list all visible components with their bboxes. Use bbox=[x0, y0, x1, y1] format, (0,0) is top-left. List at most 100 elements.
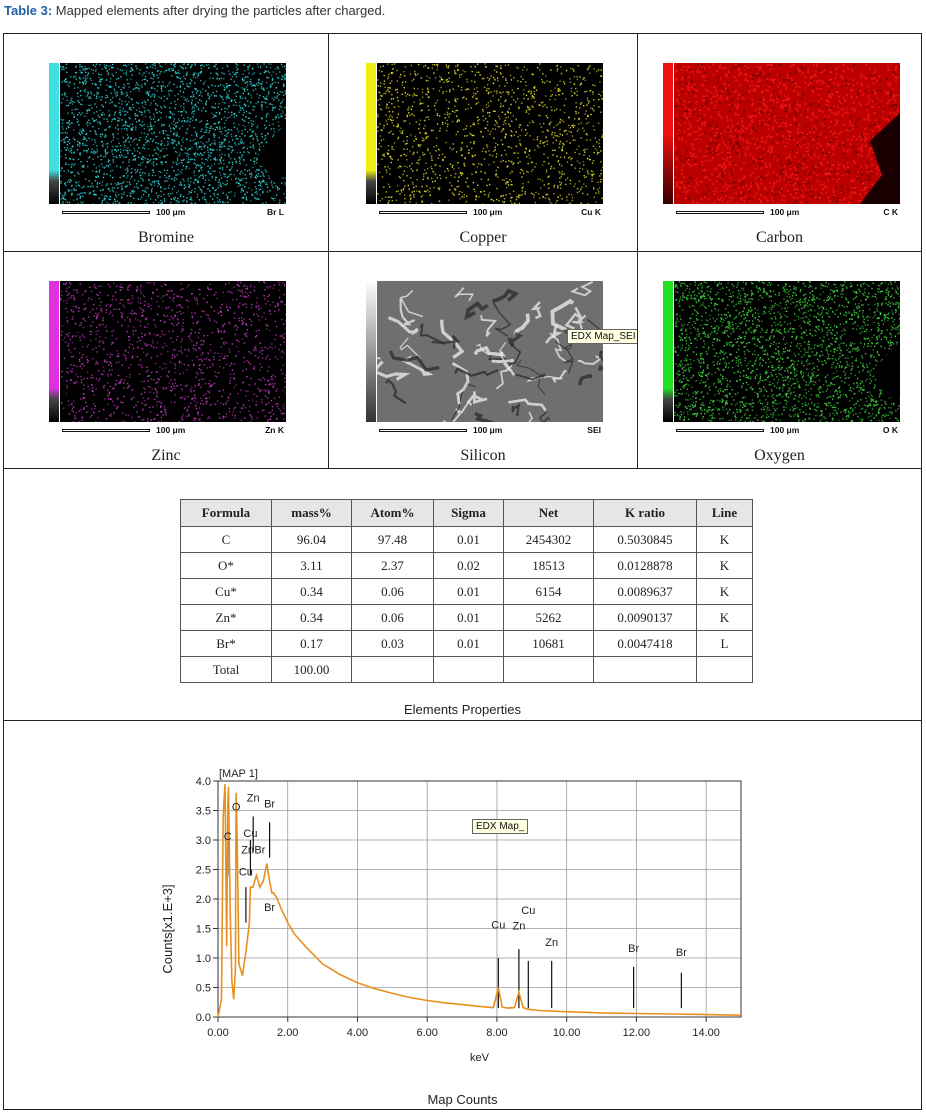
color-scale-bar bbox=[49, 281, 59, 422]
column-header: mass% bbox=[271, 499, 352, 527]
table-cell: Cu* bbox=[180, 578, 272, 605]
map-element-tag: C K bbox=[883, 207, 898, 217]
scale-bar-rule bbox=[379, 211, 467, 214]
map-counts-caption: Map Counts bbox=[427, 1092, 498, 1107]
column-header: Line bbox=[696, 499, 753, 527]
map-element-tag: O K bbox=[882, 425, 898, 435]
map-cell-oxygen: 100 μm O K Oxygen bbox=[637, 251, 922, 470]
table-cell: C bbox=[180, 526, 272, 553]
table-cell: 0.01 bbox=[433, 578, 504, 605]
map-cell-silicon: 100 μm SEI Silicon EDX Map_SEI bbox=[328, 251, 640, 470]
table-row: Cu* 0.34 0.06 0.01 6154 0.0089637 K bbox=[180, 578, 753, 605]
table-caption: Table 3: Mapped elements after drying th… bbox=[4, 3, 385, 18]
column-header: Formula bbox=[180, 499, 272, 527]
table-body: C 96.04 97.48 0.01 2454302 0.5030845 K O* 3.11 2.… bbox=[180, 526, 753, 683]
map-cell-copper: 100 μm Cu K Copper bbox=[328, 33, 638, 252]
table-cell: 0.01 bbox=[433, 604, 504, 631]
color-scale-bar bbox=[663, 63, 673, 204]
table-cell: 0.0090137 bbox=[593, 604, 697, 631]
element-map-image bbox=[60, 63, 286, 204]
table-cell: 6154 bbox=[503, 578, 594, 605]
table-cell: 96.04 bbox=[271, 526, 352, 553]
scale-bar: 100 μm C K bbox=[676, 207, 902, 219]
scale-bar-length: 100 μm bbox=[770, 207, 800, 217]
table-cell: 0.34 bbox=[271, 578, 352, 605]
scale-bar-length: 100 μm bbox=[156, 207, 186, 217]
table-cell bbox=[593, 656, 697, 683]
map-cell-carbon: 100 μm C K Carbon bbox=[637, 33, 922, 252]
map-element-name: Copper bbox=[459, 229, 507, 246]
color-scale-bar bbox=[49, 63, 59, 204]
table-header-row: Formula mass% Atom% Sigma Net K ratio Line bbox=[180, 499, 753, 527]
scale-bar-rule bbox=[676, 429, 764, 432]
table-cell: 0.5030845 bbox=[593, 526, 697, 553]
edx-map-tooltip: EDX Map_ bbox=[472, 819, 529, 834]
table-cell: 0.0047418 bbox=[593, 630, 697, 657]
map-element-tag: Zn K bbox=[265, 425, 284, 435]
table-cell bbox=[503, 656, 594, 683]
scale-bar-length: 100 μm bbox=[473, 425, 503, 435]
map-element-tag: Cu K bbox=[581, 207, 601, 217]
column-header: Net bbox=[503, 499, 594, 527]
element-map-image bbox=[377, 63, 603, 204]
table-cell: Total bbox=[180, 656, 272, 683]
scale-bar-length: 100 μm bbox=[473, 207, 503, 217]
map-element-tag: SEI bbox=[587, 425, 601, 435]
color-scale-bar bbox=[366, 63, 376, 204]
table-cell: 0.02 bbox=[433, 552, 504, 579]
scale-bar: 100 μm O K bbox=[676, 425, 902, 437]
element-map-image bbox=[377, 281, 603, 422]
table-cell bbox=[696, 656, 753, 683]
elements-properties-table: Formula mass% Atom% Sigma Net K ratio Line C 96… bbox=[180, 499, 753, 683]
column-header: Atom% bbox=[351, 499, 434, 527]
table-row: Total 100.00 bbox=[180, 656, 753, 683]
table-cell: 10681 bbox=[503, 630, 594, 657]
table-caption-text: Mapped elements after drying the particl… bbox=[55, 3, 386, 18]
elements-properties-caption: Elements Properties bbox=[403, 702, 522, 717]
table-caption-label: Table 3: bbox=[4, 3, 53, 18]
table-cell: L bbox=[696, 630, 753, 657]
table-row: O* 3.11 2.37 0.02 18513 0.0128878 K bbox=[180, 552, 753, 579]
map-cell-bromine: 100 μm Br L Bromine bbox=[3, 33, 329, 252]
table-cell: 0.34 bbox=[271, 604, 352, 631]
map-element-name: Silicon bbox=[460, 447, 506, 464]
column-header: K ratio bbox=[593, 499, 697, 527]
table-cell: Br* bbox=[180, 630, 272, 657]
scale-bar-rule bbox=[62, 429, 150, 432]
table-cell: 2454302 bbox=[503, 526, 594, 553]
element-map-image bbox=[674, 281, 900, 422]
table-cell: 0.0089637 bbox=[593, 578, 697, 605]
table-cell: 5262 bbox=[503, 604, 594, 631]
map-cell-zinc: 100 μm Zn K Zinc bbox=[3, 251, 329, 470]
color-scale-bar bbox=[366, 281, 376, 422]
table-cell: 18513 bbox=[503, 552, 594, 579]
scale-bar: 100 μm Br L bbox=[62, 207, 288, 219]
table-cell: 0.17 bbox=[271, 630, 352, 657]
table-row: C 96.04 97.48 0.01 2454302 0.5030845 K bbox=[180, 526, 753, 553]
table-cell: 0.06 bbox=[351, 578, 434, 605]
map-element-name: Oxygen bbox=[754, 447, 805, 464]
table-cell: 2.37 bbox=[351, 552, 434, 579]
column-header: Sigma bbox=[433, 499, 504, 527]
table-cell: 0.06 bbox=[351, 604, 434, 631]
scale-bar: 100 μm Cu K bbox=[379, 207, 605, 219]
sei-tooltip: EDX Map_SEI bbox=[567, 329, 640, 344]
table-cell: 97.48 bbox=[351, 526, 434, 553]
scale-bar-rule bbox=[62, 211, 150, 214]
map-element-name: Zinc bbox=[151, 447, 181, 464]
table-cell: 0.01 bbox=[433, 630, 504, 657]
scale-bar: 100 μm SEI bbox=[379, 425, 605, 437]
table-cell: K bbox=[696, 604, 753, 631]
table-cell: K bbox=[696, 552, 753, 579]
table-cell: 3.11 bbox=[271, 552, 352, 579]
scale-bar-length: 100 μm bbox=[770, 425, 800, 435]
scale-bar-rule bbox=[379, 429, 467, 432]
element-map-image bbox=[674, 63, 900, 204]
table-cell: K bbox=[696, 526, 753, 553]
scale-bar-length: 100 μm bbox=[156, 425, 186, 435]
table-cell bbox=[351, 656, 434, 683]
map-element-tag: Br L bbox=[267, 207, 284, 217]
map-counts-section: Map Counts bbox=[3, 720, 922, 1110]
table-cell: Zn* bbox=[180, 604, 272, 631]
table-cell: 100.00 bbox=[271, 656, 352, 683]
